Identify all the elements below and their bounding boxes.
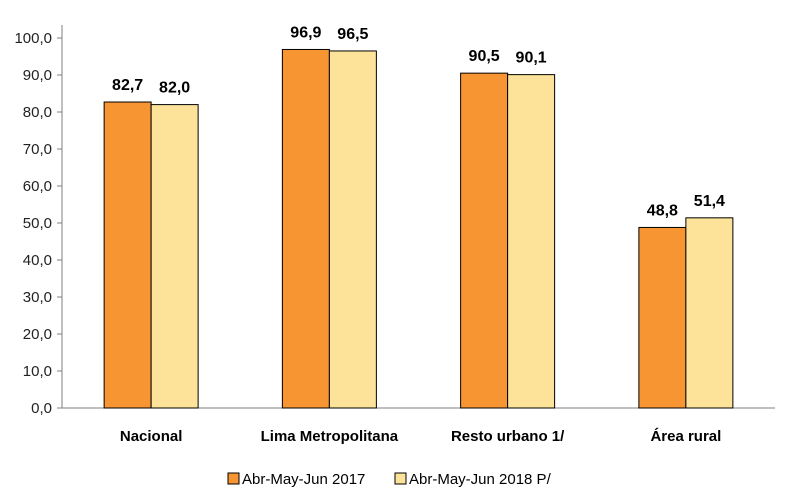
y-tick-label: 60,0 [23,178,52,195]
bar-2017-0 [103,101,152,409]
legend-swatch [227,472,240,485]
y-tick-label: 80,0 [23,104,52,121]
y-tick-label: 20,0 [23,326,52,343]
data-label: 90,1 [516,50,547,67]
y-axis-ticks: 0,0 10,0 20,0 30,0 40,0 50,0 60,0 70,0 80,0 90,0 1… [14,30,62,417]
x-category-label: Lima Metropolitana [261,428,399,445]
y-tick-label: 40,0 [23,252,52,269]
y-tick-label: 90,0 [23,67,52,84]
y-tick-label: 0,0 [31,400,52,417]
x-category-label: Nacional [120,428,183,445]
bar-2017-1 [281,48,330,409]
y-tick-label: 50,0 [23,215,52,232]
bars [103,48,734,409]
bar-2018-2 [507,74,556,409]
data-label: 82,0 [159,80,190,97]
y-tick-label: 100,0 [14,30,52,47]
y-tick-label: 30,0 [23,289,52,306]
bar-2018-3 [685,217,734,409]
bar-2018-0 [150,104,199,409]
legend-label: Abr-May-Jun 2018 P/ [409,471,552,488]
legend-swatch [394,472,407,485]
data-labels: 82,7 82,0 96,9 96,5 90,5 90,1 48,8 51,4 [112,24,725,219]
data-label: 82,7 [112,77,143,94]
x-category-label: Resto urbano 1/ [451,428,565,445]
bar-2017-2 [460,72,509,409]
legend-label: Abr-May-Jun 2017 [242,471,365,488]
data-label: 90,5 [469,48,500,65]
x-category-label: Área rural [650,428,721,445]
bar-2017-3 [638,226,687,409]
data-label: 96,9 [290,24,321,41]
data-label: 48,8 [647,202,678,219]
legend: Abr-May-Jun 2017 Abr-May-Jun 2018 P/ [227,471,552,488]
data-label: 51,4 [694,193,725,210]
category-labels: Nacional Lima Metropolitana Resto urbano 1… [120,428,721,445]
bar-2018-1 [328,50,377,409]
y-tick-label: 70,0 [23,141,52,158]
y-tick-label: 10,0 [23,363,52,380]
data-label: 96,5 [337,26,368,43]
